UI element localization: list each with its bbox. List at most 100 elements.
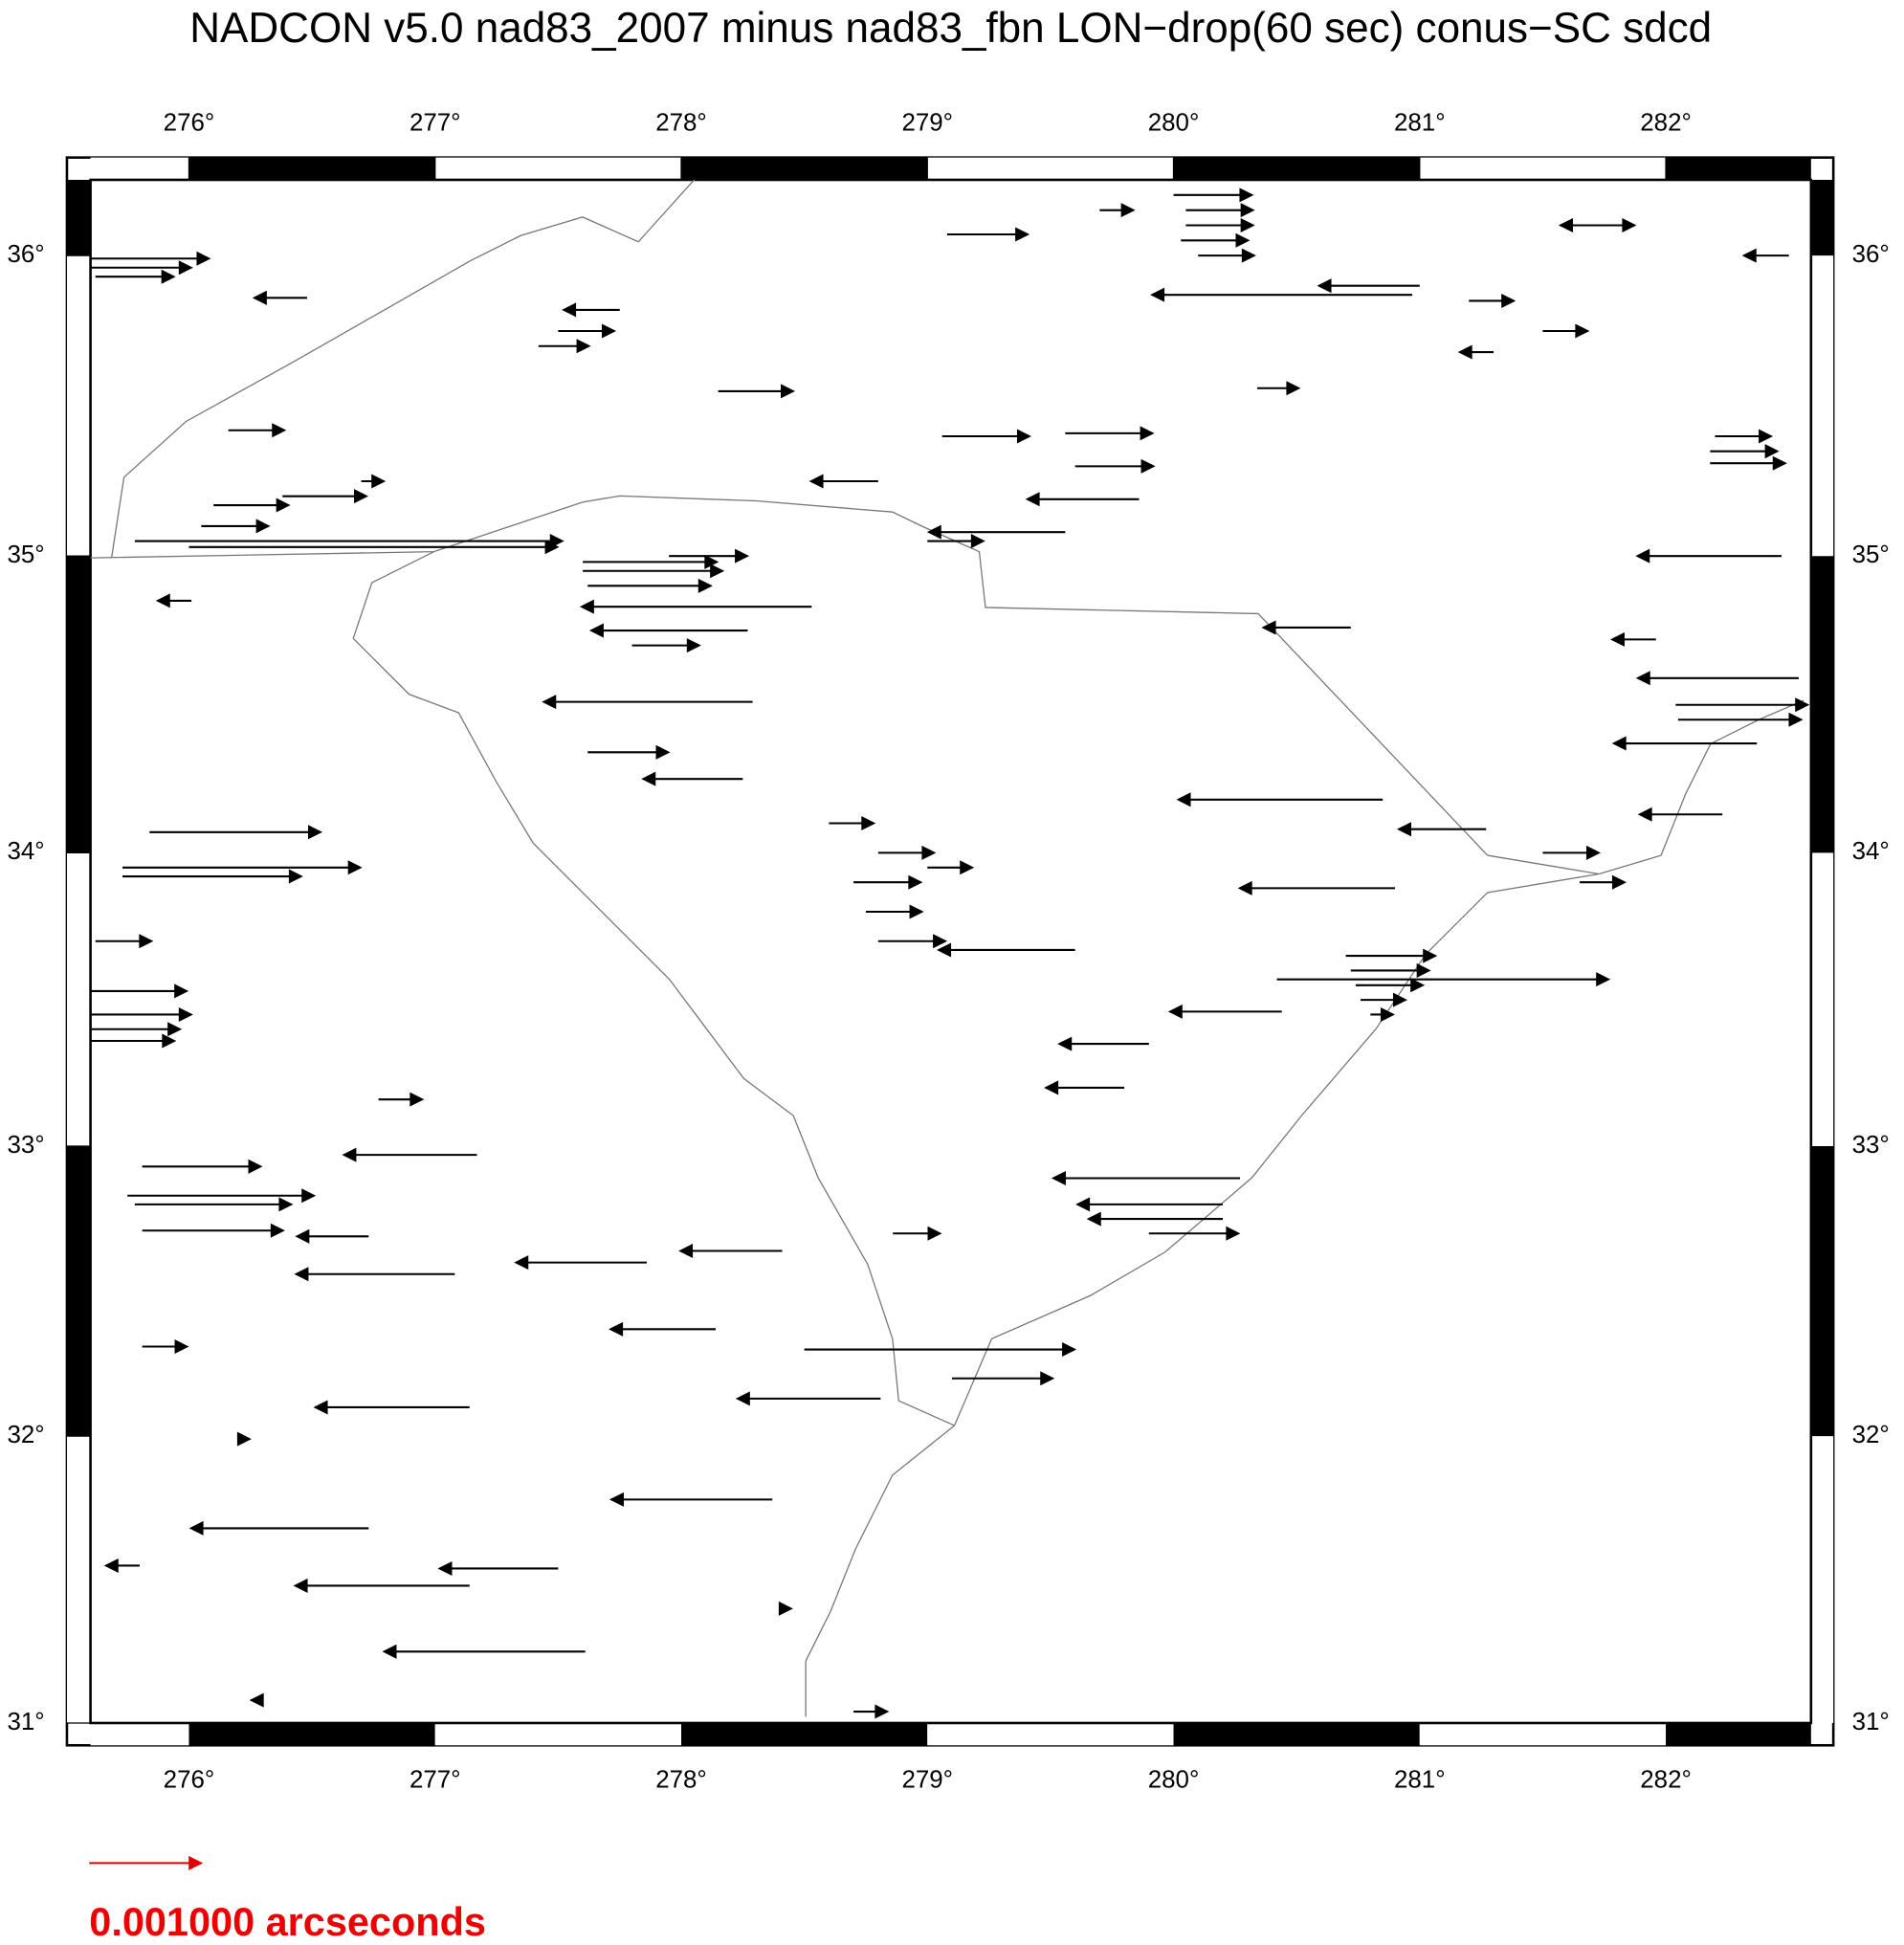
frame-band: [90, 1722, 189, 1746]
x-tick-label: 282°: [1640, 1767, 1692, 1794]
frame-band: [1666, 1722, 1811, 1746]
frame-band: [1419, 157, 1667, 180]
x-tick-label: 278°: [655, 1767, 707, 1794]
y-tick-label: 34°: [7, 838, 44, 865]
vector: [382, 1644, 586, 1659]
vector: [282, 489, 369, 504]
state-boundary: [90, 495, 1489, 856]
vector: [1198, 248, 1256, 263]
frame-band: [1810, 1436, 1834, 1723]
vector: [514, 1255, 647, 1271]
vector: [1261, 620, 1351, 635]
frame-band: [681, 1722, 928, 1746]
vector: [1074, 458, 1156, 474]
frame-band: [1810, 556, 1834, 853]
frame-band: [927, 157, 1174, 180]
x-tick-label: 281°: [1394, 110, 1446, 137]
y-tick-label: 33°: [1852, 1132, 1890, 1159]
vector: [1715, 429, 1774, 444]
vector: [678, 1243, 783, 1259]
vector: [1044, 1080, 1125, 1095]
state-boundary: [352, 551, 955, 1426]
vector: [829, 816, 876, 831]
vector: [542, 695, 753, 710]
frame-band: [434, 1722, 682, 1746]
vector: [1710, 455, 1787, 471]
vector: [155, 593, 192, 608]
y-tick-label: 31°: [7, 1709, 44, 1735]
vector: [236, 1431, 252, 1447]
vector: [1635, 548, 1782, 564]
frame-band: [1666, 157, 1811, 180]
vector: [588, 623, 748, 638]
x-tick-label: 282°: [1640, 110, 1692, 137]
coastline: [1599, 699, 1804, 875]
vector: [538, 339, 591, 354]
vector: [641, 771, 743, 786]
vector: [1355, 978, 1426, 993]
vector: [926, 524, 1066, 540]
vector: [853, 874, 923, 890]
vector: [313, 1400, 470, 1415]
vector: [188, 540, 560, 555]
vector: [927, 534, 985, 549]
vector: [149, 825, 323, 840]
frame-band: [1419, 1722, 1667, 1746]
vector: [252, 290, 307, 305]
vector: [1051, 1170, 1240, 1185]
vector: [90, 984, 189, 999]
vector: [1176, 792, 1384, 807]
y-tick-label: 35°: [7, 542, 44, 568]
vector: [1185, 203, 1255, 218]
vector: [587, 744, 671, 760]
frame-band: [1810, 179, 1834, 256]
vector: [294, 1267, 455, 1282]
vector: [1361, 992, 1408, 1007]
vector: [558, 323, 616, 339]
vector: [228, 423, 287, 438]
vector: [1469, 293, 1517, 308]
vector: [1637, 807, 1723, 822]
vector: [295, 1228, 369, 1244]
vector: [1370, 1006, 1395, 1022]
vector: [127, 1188, 317, 1204]
vector: [142, 1159, 263, 1174]
frame-band: [1173, 1722, 1420, 1746]
vector: [877, 845, 937, 860]
y-tick-label: 32°: [7, 1422, 44, 1448]
vector: [865, 904, 924, 919]
vector: [1457, 344, 1494, 360]
vector: [1256, 381, 1301, 396]
frame-band: [1810, 255, 1834, 557]
vector: [1345, 948, 1438, 963]
vector: [1350, 962, 1431, 978]
vector: [142, 1338, 189, 1355]
vector: [378, 1092, 425, 1107]
vector: [95, 934, 154, 949]
frame-band: [681, 157, 928, 180]
vector: [213, 497, 291, 513]
x-tick-label: 276°: [164, 1767, 215, 1794]
x-tick-label: 278°: [655, 110, 707, 137]
vector: [1675, 697, 1810, 713]
frame-band: [188, 157, 435, 180]
vector: [946, 227, 1030, 242]
frame-band: [66, 852, 91, 1146]
vector: [1237, 880, 1396, 895]
vector: [1065, 426, 1155, 441]
vector: [249, 1692, 264, 1708]
vector: [1611, 736, 1758, 751]
vector: [134, 534, 565, 549]
vector: [1710, 444, 1780, 459]
y-tick-label: 35°: [1852, 542, 1890, 568]
vector: [201, 519, 271, 534]
y-tick-label: 34°: [1852, 838, 1890, 865]
vector: [1086, 1211, 1223, 1227]
y-tick-label: 32°: [1852, 1422, 1890, 1448]
vector: [1099, 203, 1136, 218]
vector: [669, 548, 750, 564]
vector: [122, 869, 303, 884]
vector: [1185, 217, 1255, 232]
legend-arrow: [89, 1855, 204, 1870]
frame-band: [927, 1722, 1174, 1746]
